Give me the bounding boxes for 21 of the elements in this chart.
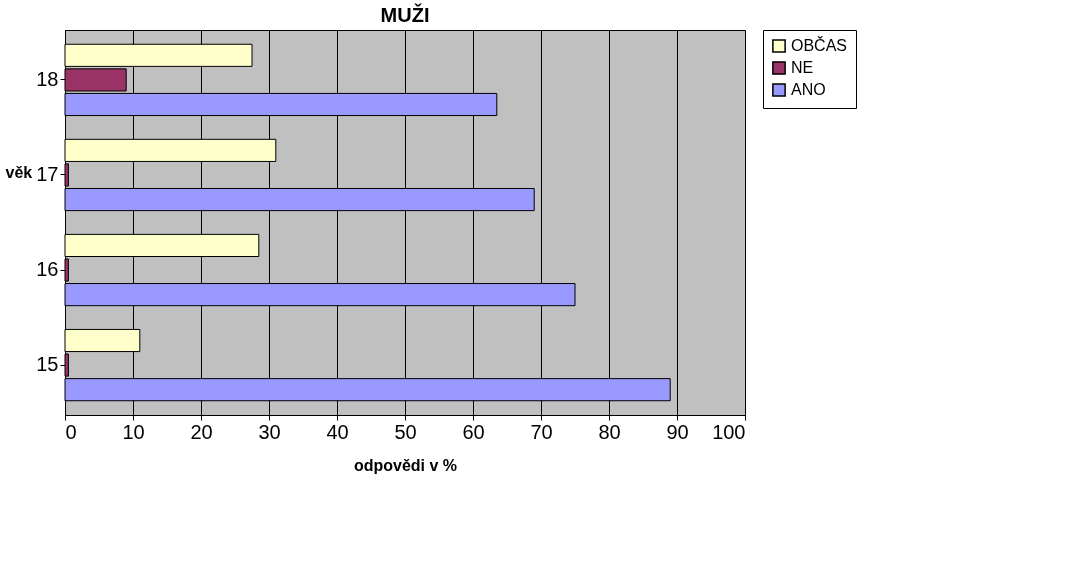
y-axis-title: věk: [5, 163, 33, 181]
legend-label: NE: [791, 59, 814, 76]
legend-label: OBČAS: [791, 36, 848, 54]
y-tick-label: 17: [36, 162, 59, 185]
x-tick-label: 70: [530, 420, 553, 443]
y-tick-label: 18: [36, 67, 59, 90]
y-tick-label: 15: [36, 353, 59, 376]
x-tick-label: 0: [65, 420, 77, 443]
x-tick-label: 80: [598, 420, 621, 443]
chart-title: MUŽI: [380, 2, 430, 26]
x-tick-label: 60: [462, 420, 485, 443]
x-tick-label: 40: [326, 420, 349, 443]
x-tick-label: 10: [122, 420, 145, 443]
x-tick-label: 50: [394, 420, 417, 443]
x-tick-label: 20: [190, 420, 213, 443]
x-tick-label: 90: [666, 420, 689, 443]
x-tick-label: 30: [258, 420, 281, 443]
legend-label: ANO: [791, 81, 826, 98]
y-tick-label: 16: [36, 258, 59, 281]
x-tick-label: 100: [712, 420, 746, 443]
x-axis-title: odpovědi v %: [353, 456, 458, 474]
